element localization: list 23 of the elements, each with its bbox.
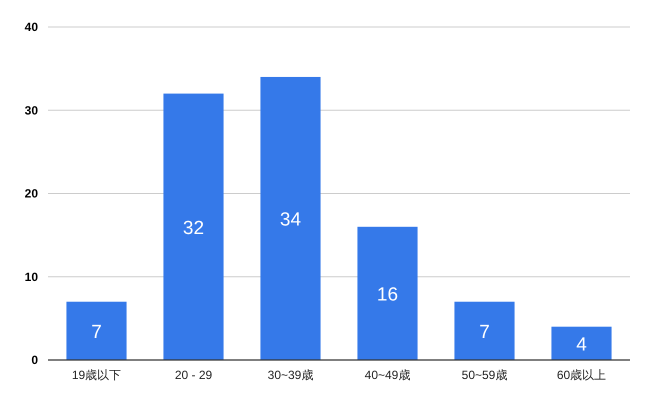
data-label: 16	[376, 284, 398, 306]
bar	[357, 226, 418, 360]
bar	[260, 76, 321, 360]
bar	[66, 302, 127, 360]
y-tick-label: 30	[24, 103, 38, 118]
bar	[163, 94, 224, 360]
data-label: 7	[479, 322, 490, 343]
x-tick-label: 20 - 29	[174, 368, 213, 382]
y-tick-label: 0	[31, 353, 38, 367]
y-tick-label: 20	[24, 186, 38, 200]
y-tick-label: 10	[24, 270, 38, 284]
data-label: 7	[91, 322, 102, 343]
data-label: 34	[280, 209, 302, 230]
x-tick-label: 50~59歳	[462, 368, 508, 382]
x-tick-label: 19歳以下	[72, 368, 122, 382]
bar	[551, 326, 612, 360]
data-label: 32	[182, 218, 204, 239]
x-tick-label: 60歳以上	[556, 368, 606, 382]
data-label: 4	[576, 334, 588, 356]
y-tick-label: 40	[24, 20, 38, 34]
x-tick-label: 30~39歳	[268, 368, 314, 382]
x-tick-label: 40~49歳	[364, 368, 410, 382]
bar	[454, 302, 515, 360]
